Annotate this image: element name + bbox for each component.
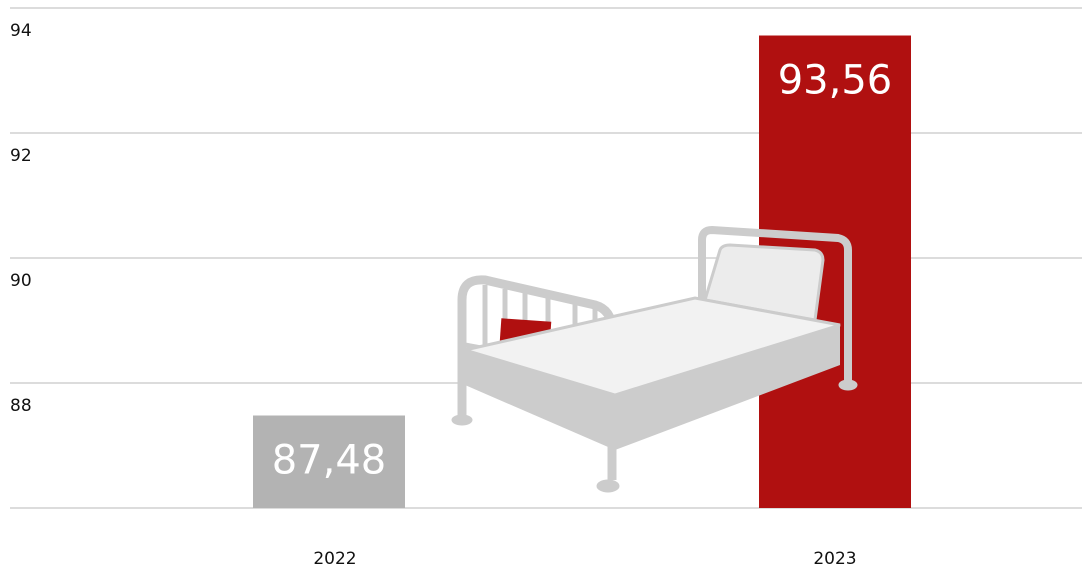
x-tick-label: 2023: [813, 549, 856, 569]
y-tick-label: 92: [10, 146, 32, 166]
value-label: 93,56: [778, 58, 893, 104]
bars: [10, 7, 1082, 508]
bar: [253, 415, 405, 508]
y-tick-label: 88: [10, 396, 32, 416]
x-tick-label: 2022: [313, 549, 356, 569]
y-tick-label: 94: [10, 21, 32, 41]
bed-illustration: [451, 225, 858, 493]
value-label: 87,48: [272, 438, 387, 484]
y-tick-label: 90: [10, 271, 32, 291]
